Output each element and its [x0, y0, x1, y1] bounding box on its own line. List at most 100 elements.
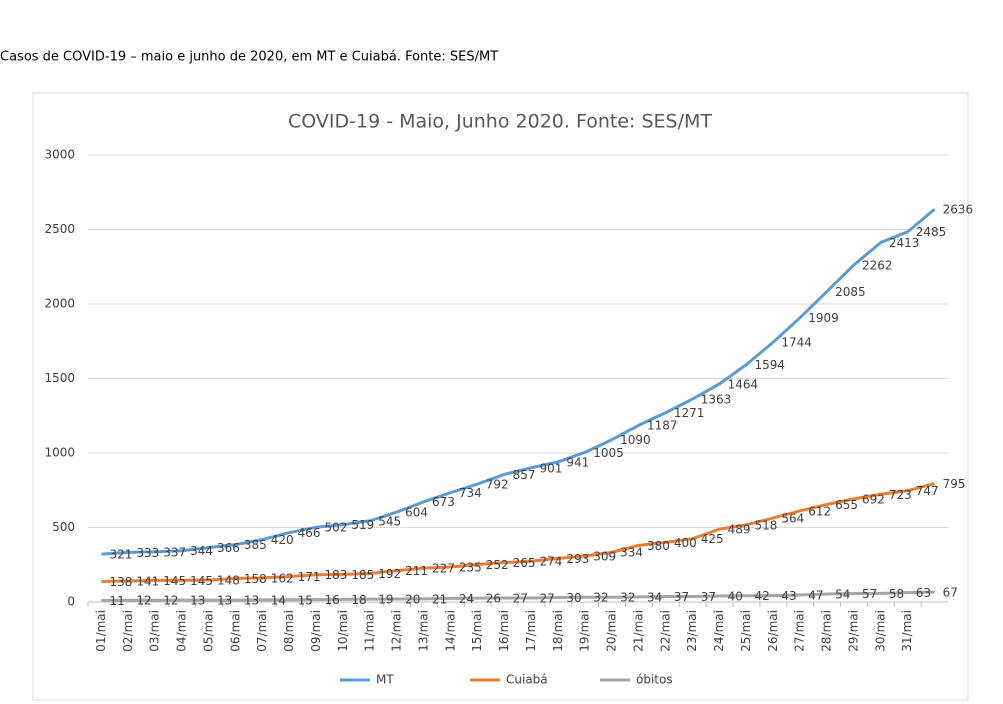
y-tick-label: 500 — [52, 520, 75, 534]
data-label: 265 — [513, 556, 536, 570]
data-label: 30 — [566, 591, 581, 605]
data-label: 37 — [674, 590, 689, 604]
data-label: 420 — [271, 533, 294, 547]
data-label: 1464 — [728, 377, 759, 391]
data-label: 67 — [943, 586, 958, 600]
data-label: 274 — [539, 555, 562, 569]
data-label: 19 — [378, 593, 393, 607]
x-tick-label: 29/mai — [846, 610, 860, 652]
legend-label: Cuiabá — [506, 673, 548, 687]
data-label: 138 — [109, 575, 132, 589]
data-label: 145 — [163, 574, 186, 588]
data-label: 792 — [486, 477, 509, 491]
x-tick-label: 02/mai — [121, 610, 135, 652]
data-label: 20 — [405, 593, 420, 607]
x-tick-label: 31/mai — [900, 610, 914, 652]
x-tick-label: 17/mai — [524, 610, 538, 652]
x-tick-label: 18/mai — [551, 610, 565, 652]
x-tick-label: 27/mai — [793, 610, 807, 652]
series-line — [101, 590, 935, 602]
y-tick-label: 3000 — [44, 148, 75, 162]
data-label: 673 — [432, 495, 455, 509]
legend-label: MT — [376, 673, 394, 687]
data-label: 518 — [754, 518, 777, 532]
data-label: 32 — [620, 591, 635, 605]
x-tick-label: 24/mai — [712, 610, 726, 652]
data-label: 158 — [244, 572, 267, 586]
data-label: 42 — [754, 589, 769, 603]
data-label: 293 — [566, 552, 589, 566]
data-label: 192 — [378, 567, 401, 581]
x-tick-label: 28/mai — [820, 610, 834, 652]
chart-frame — [32, 92, 969, 701]
x-tick-label: 09/mai — [309, 610, 323, 652]
data-label: 1005 — [593, 446, 624, 460]
legend-label: óbitos — [636, 673, 673, 687]
data-label: 58 — [889, 587, 904, 601]
data-label: 27 — [539, 591, 554, 605]
data-label: 309 — [593, 549, 616, 563]
data-label: 604 — [405, 506, 428, 520]
data-label: 57 — [862, 587, 877, 601]
data-label: 211 — [405, 564, 428, 578]
series-line — [101, 482, 935, 583]
data-label: 519 — [351, 518, 374, 532]
x-tick-label: 08/mai — [282, 610, 296, 652]
data-label: 171 — [298, 570, 321, 584]
data-label: 692 — [862, 492, 885, 506]
data-label: 901 — [539, 461, 562, 475]
x-tick-label: 16/mai — [497, 610, 511, 652]
x-tick-label: 19/mai — [578, 610, 592, 652]
data-label: 32 — [593, 591, 608, 605]
x-tick-label: 01/mai — [94, 610, 108, 652]
data-label: 1594 — [754, 358, 785, 372]
data-label: 1744 — [781, 336, 812, 350]
data-label: 564 — [781, 511, 804, 525]
data-label: 43 — [781, 589, 796, 603]
data-label: 337 — [163, 545, 186, 559]
data-label: 21 — [432, 592, 447, 606]
x-tick-label: 23/mai — [685, 610, 699, 652]
data-label: 235 — [459, 560, 482, 574]
chart-title: COVID-19 - Maio, Junho 2020. Fonte: SES/… — [288, 111, 712, 133]
data-label: 12 — [136, 594, 151, 608]
x-tick-label: 26/mai — [766, 610, 780, 652]
caption: Casos de COVID-19 – maio e junho de 2020… — [0, 50, 498, 65]
data-label: 13 — [244, 594, 259, 608]
data-label: 15 — [298, 593, 313, 607]
data-label: 545 — [378, 514, 401, 528]
data-label: 13 — [217, 594, 232, 608]
data-label: 489 — [728, 523, 751, 537]
y-tick-label: 1000 — [44, 446, 75, 460]
data-label: 502 — [324, 521, 347, 535]
data-label: 1363 — [701, 392, 732, 406]
data-label: 857 — [513, 468, 536, 482]
data-label: 2413 — [889, 236, 920, 250]
y-tick-label: 2000 — [44, 297, 75, 311]
data-label: 723 — [889, 488, 912, 502]
data-label: 27 — [513, 591, 528, 605]
data-label: 333 — [136, 546, 159, 560]
data-label: 1909 — [808, 311, 839, 325]
y-tick-label: 1500 — [44, 371, 75, 385]
data-label: 13 — [190, 594, 205, 608]
x-tick-label: 20/mai — [605, 610, 619, 652]
data-label: 425 — [701, 532, 724, 546]
x-tick-label: 30/mai — [873, 610, 887, 652]
data-label: 145 — [190, 574, 213, 588]
x-tick-label: 11/mai — [363, 610, 377, 652]
x-tick-label: 14/mai — [443, 610, 457, 652]
data-label: 12 — [163, 594, 178, 608]
data-label: 1090 — [620, 433, 651, 447]
data-label: 34 — [647, 590, 662, 604]
data-label: 26 — [486, 592, 501, 606]
data-label: 466 — [298, 526, 321, 540]
x-tick-label: 06/mai — [228, 610, 242, 652]
x-tick-label: 15/mai — [470, 610, 484, 652]
data-label: 2262 — [862, 258, 893, 272]
data-label: 2636 — [943, 203, 974, 217]
data-label: 40 — [728, 590, 743, 604]
data-label: 183 — [324, 568, 347, 582]
data-label: 385 — [244, 538, 267, 552]
